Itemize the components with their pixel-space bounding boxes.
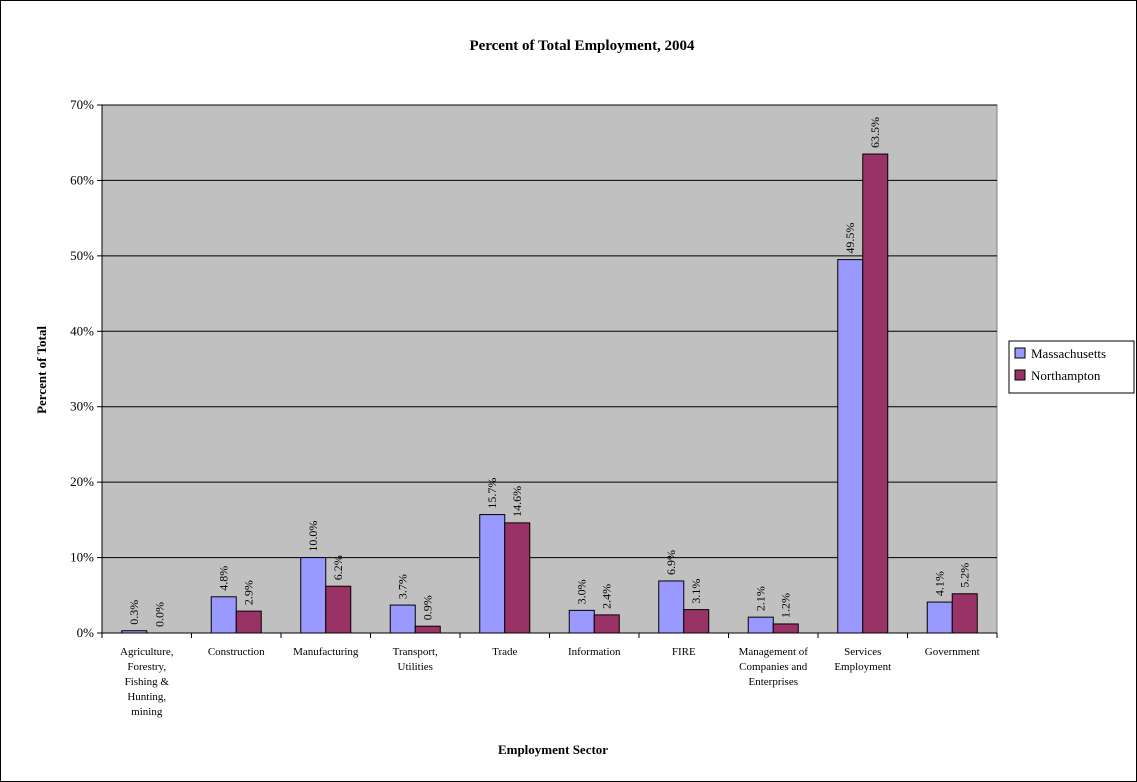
x-category-label: Management of Companies and Enterprises [739,646,809,688]
y-tick-label: 70% [70,97,94,112]
x-category-label: Government [925,646,980,658]
data-label: 3.1% [689,579,703,604]
x-category-label: Agriculture, Forestry, Fishing & Hunting, mi… [120,646,174,718]
y-tick-label: 30% [70,399,94,414]
bar-massachusetts [837,259,864,634]
legend-label: Massachusetts [1031,346,1106,361]
data-label: 6.2% [331,555,345,580]
data-label: 1.2% [779,593,793,618]
y-tick-label: 10% [70,550,94,565]
bar-northampton [504,522,531,634]
legend: Massachusetts Northampton [1008,340,1135,394]
bar-northampton [862,153,889,634]
plot-area: 0% 10% 20% 30% 40% 50% 60% 70% Agriculture, Fores… [70,97,998,718]
x-category-label: Manufacturing [293,646,359,658]
y-axis-title: Percent of Total [34,326,49,414]
y-tick-label: 60% [70,172,94,187]
bar-massachusetts [926,601,953,634]
bar-massachusetts [389,604,416,634]
y-tick-label: 50% [70,248,94,263]
data-label: 6.9% [664,550,678,575]
data-label: 4.8% [217,566,231,591]
data-label: 2.1% [754,586,768,611]
data-label: 63.5% [868,117,882,148]
bar-massachusetts [121,630,148,634]
x-category-label: Construction [208,646,265,658]
bar-northampton [593,614,620,634]
legend-swatch [1014,369,1026,381]
data-label: 2.4% [600,584,614,609]
bar-massachusetts [747,616,774,634]
x-category-label: Transport, Utilities [393,646,438,673]
data-label: 4.1% [933,571,947,596]
data-label: 14.6% [510,486,524,517]
data-label: 49.5% [843,223,857,254]
x-category-label: Information [568,646,621,658]
legend-swatch [1014,347,1026,359]
bar-massachusetts [568,609,595,634]
y-tick-label: 40% [70,323,94,338]
y-tick-label: 20% [70,474,94,489]
bar-northampton [772,623,799,634]
legend-label: Northampton [1031,368,1101,383]
data-label: 3.7% [396,574,410,599]
data-label: 10.0% [306,521,320,552]
data-label: 5.2% [958,563,972,588]
data-label: 0.9% [421,595,435,620]
bar-northampton [683,609,710,634]
data-label: 3.0% [575,579,589,604]
legend-box [1008,340,1135,394]
data-label: 2.9% [242,580,256,605]
y-tick-label: 0% [77,625,95,640]
bar-massachusetts [479,514,506,634]
x-category-label: Services Employment [834,646,891,673]
bar-massachusetts [658,580,685,634]
bar-northampton [951,593,978,634]
bar-northampton [325,585,352,634]
bar-northampton [235,610,262,634]
bar-northampton [414,625,441,634]
chart-title: Percent of Total Employment, 2004 [469,38,695,54]
data-label: 0.3% [127,600,141,625]
x-category-label: Trade [492,646,517,658]
x-category-label: FIRE [672,646,696,658]
x-axis-title: Employment Sector [498,742,608,757]
bar-massachusetts [210,596,237,634]
bar-massachusetts [300,557,327,634]
data-label: 0.0% [152,602,166,627]
data-label: 15.7% [485,478,499,509]
